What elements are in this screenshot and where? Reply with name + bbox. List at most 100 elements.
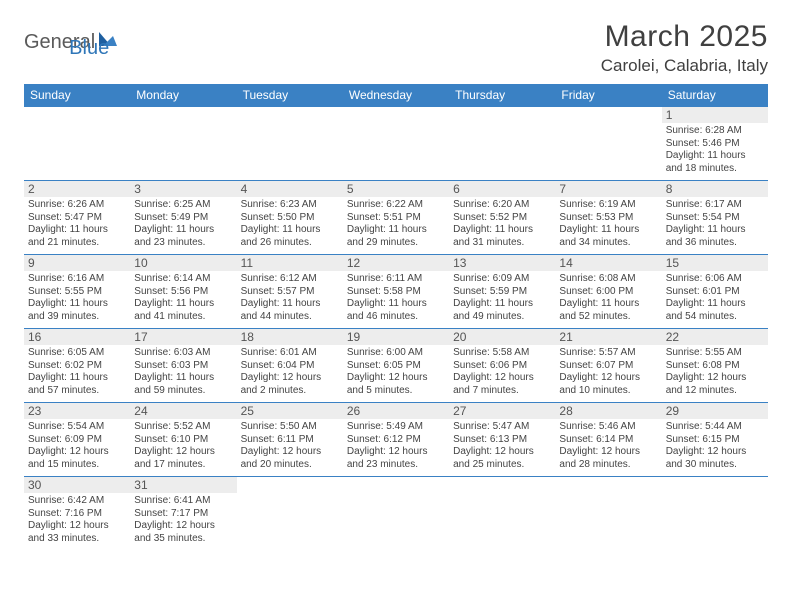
calendar-cell: 3Sunrise: 6:25 AMSunset: 5:49 PMDaylight… [130, 181, 236, 255]
calendar-cell: 16Sunrise: 6:05 AMSunset: 6:02 PMDayligh… [24, 329, 130, 403]
calendar-cell: 17 Sunrise: 6:03 AMSunset: 6:03 PMDayligh… [130, 329, 236, 403]
calendar-cell-empty [237, 477, 343, 551]
calendar-cell-empty [662, 477, 768, 551]
sunrise-text: Sunrise: 6:20 AM [453, 199, 551, 212]
daylight-text: Daylight: 11 hours and 21 minutes. [28, 224, 126, 249]
cell-details: Sunrise: 6:17 AMSunset: 5:54 PMDaylight:… [666, 199, 764, 249]
calendar-page: General Blue March 2025 Carolei, Calabri… [0, 0, 792, 571]
calendar-cell-empty [237, 107, 343, 181]
sunrise-text: Sunrise: 6:41 AM [134, 495, 232, 508]
daylight-text: Daylight: 11 hours and 54 minutes. [666, 298, 764, 323]
weekday-header: Saturday [662, 84, 768, 107]
sunset-text: Sunset: 6:01 PM [666, 286, 764, 299]
cell-details: Sunrise: 6:03 AMSunset: 6:03 PMDaylight:… [134, 347, 232, 397]
sunrise-text: Sunrise: 6:19 AM [559, 199, 657, 212]
daylight-text: Daylight: 11 hours and 34 minutes. [559, 224, 657, 249]
calendar-cell: 8 Sunrise: 6:17 AMSunset: 5:54 PMDaylight… [662, 181, 768, 255]
day-number: 31 [130, 477, 236, 493]
sunset-text: Sunset: 6:00 PM [559, 286, 657, 299]
month-title: March 2025 [601, 20, 768, 54]
cell-details: Sunrise: 5:54 AMSunset: 6:09 PMDaylight:… [28, 421, 126, 471]
cell-details: Sunrise: 5:58 AMSunset: 6:06 PMDaylight:… [453, 347, 551, 397]
day-number: 24 [130, 403, 236, 419]
cell-details: Sunrise: 6:01 AMSunset: 6:04 PMDaylight:… [241, 347, 339, 397]
calendar-cell: 2Sunrise: 6:26 AMSunset: 5:47 PMDaylight… [24, 181, 130, 255]
calendar-cell: 18 Sunrise: 6:01 AMSunset: 6:04 PMDayligh… [237, 329, 343, 403]
header: General Blue March 2025 Carolei, Calabri… [24, 20, 768, 76]
day-number: 25 [237, 403, 343, 419]
sunset-text: Sunset: 5:57 PM [241, 286, 339, 299]
calendar-body: 1Sunrise: 6:28 AMSunset: 5:46 PMDaylight… [24, 107, 768, 551]
cell-details: Sunrise: 6:06 AMSunset: 6:01 PMDaylight:… [666, 273, 764, 323]
sunrise-text: Sunrise: 5:46 AM [559, 421, 657, 434]
calendar-cell: 31Sunrise: 6:41 AMSunset: 7:17 PMDayligh… [130, 477, 236, 551]
sunrise-text: Sunrise: 5:58 AM [453, 347, 551, 360]
calendar-cell: 11Sunrise: 6:12 AMSunset: 5:57 PMDayligh… [237, 255, 343, 329]
sunset-text: Sunset: 6:10 PM [134, 434, 232, 447]
sunset-text: Sunset: 5:58 PM [347, 286, 445, 299]
sunset-text: Sunset: 5:46 PM [666, 138, 764, 151]
sunset-text: Sunset: 7:16 PM [28, 508, 126, 521]
calendar-cell: 21 Sunrise: 5:57 AMSunset: 6:07 PMDayligh… [555, 329, 661, 403]
sunset-text: Sunset: 6:04 PM [241, 360, 339, 373]
cell-details: Sunrise: 6:28 AMSunset: 5:46 PMDaylight:… [666, 125, 764, 175]
weekday-header: Friday [555, 84, 661, 107]
calendar-row: 2Sunrise: 6:26 AMSunset: 5:47 PMDaylight… [24, 181, 768, 255]
day-number: 27 [449, 403, 555, 419]
cell-details: Sunrise: 5:57 AMSunset: 6:07 PMDaylight:… [559, 347, 657, 397]
calendar-cell: 29Sunrise: 5:44 AMSunset: 6:15 PMDayligh… [662, 403, 768, 477]
daylight-text: Daylight: 12 hours and 20 minutes. [241, 446, 339, 471]
cell-details: Sunrise: 6:23 AMSunset: 5:50 PMDaylight:… [241, 199, 339, 249]
sunrise-text: Sunrise: 6:11 AM [347, 273, 445, 286]
daylight-text: Daylight: 11 hours and 46 minutes. [347, 298, 445, 323]
calendar-row: 16Sunrise: 6:05 AMSunset: 6:02 PMDayligh… [24, 329, 768, 403]
calendar-cell: 25Sunrise: 5:50 AMSunset: 6:11 PMDayligh… [237, 403, 343, 477]
cell-details: Sunrise: 6:19 AMSunset: 5:53 PMDaylight:… [559, 199, 657, 249]
daylight-text: Daylight: 11 hours and 36 minutes. [666, 224, 764, 249]
cell-details: Sunrise: 5:55 AMSunset: 6:08 PMDaylight:… [666, 347, 764, 397]
sunrise-text: Sunrise: 5:52 AM [134, 421, 232, 434]
sunrise-text: Sunrise: 6:00 AM [347, 347, 445, 360]
daylight-text: Daylight: 11 hours and 39 minutes. [28, 298, 126, 323]
sunset-text: Sunset: 5:51 PM [347, 212, 445, 225]
day-number: 13 [449, 255, 555, 271]
day-number: 21 [555, 329, 661, 345]
day-number: 20 [449, 329, 555, 345]
day-number: 28 [555, 403, 661, 419]
day-number: 8 [662, 181, 768, 197]
calendar-cell: 19Sunrise: 6:00 AMSunset: 6:05 PMDayligh… [343, 329, 449, 403]
calendar-cell: 5Sunrise: 6:22 AMSunset: 5:51 PMDaylight… [343, 181, 449, 255]
daylight-text: Daylight: 11 hours and 31 minutes. [453, 224, 551, 249]
daylight-text: Daylight: 11 hours and 44 minutes. [241, 298, 339, 323]
sunrise-text: Sunrise: 6:25 AM [134, 199, 232, 212]
calendar-cell: 10Sunrise: 6:14 AMSunset: 5:56 PMDayligh… [130, 255, 236, 329]
cell-details: Sunrise: 5:47 AMSunset: 6:13 PMDaylight:… [453, 421, 551, 471]
sunset-text: Sunset: 5:59 PM [453, 286, 551, 299]
daylight-text: Daylight: 11 hours and 59 minutes. [134, 372, 232, 397]
sunrise-text: Sunrise: 6:06 AM [666, 273, 764, 286]
calendar-row: 23Sunrise: 5:54 AMSunset: 6:09 PMDayligh… [24, 403, 768, 477]
daylight-text: Daylight: 12 hours and 7 minutes. [453, 372, 551, 397]
day-number: 18 [237, 329, 343, 345]
daylight-text: Daylight: 12 hours and 28 minutes. [559, 446, 657, 471]
calendar-cell: 1Sunrise: 6:28 AMSunset: 5:46 PMDaylight… [662, 107, 768, 181]
calendar-cell: 20 Sunrise: 5:58 AMSunset: 6:06 PMDayligh… [449, 329, 555, 403]
daylight-text: Daylight: 11 hours and 29 minutes. [347, 224, 445, 249]
cell-details: Sunrise: 6:20 AMSunset: 5:52 PMDaylight:… [453, 199, 551, 249]
daylight-text: Daylight: 12 hours and 10 minutes. [559, 372, 657, 397]
day-number: 17 [130, 329, 236, 345]
cell-details: Sunrise: 5:46 AMSunset: 6:14 PMDaylight:… [559, 421, 657, 471]
calendar-row: 9Sunrise: 6:16 AMSunset: 5:55 PMDaylight… [24, 255, 768, 329]
day-number: 29 [662, 403, 768, 419]
day-number: 6 [449, 181, 555, 197]
day-number: 15 [662, 255, 768, 271]
daylight-text: Daylight: 12 hours and 17 minutes. [134, 446, 232, 471]
sunrise-text: Sunrise: 6:26 AM [28, 199, 126, 212]
calendar-row: 1Sunrise: 6:28 AMSunset: 5:46 PMDaylight… [24, 107, 768, 181]
day-number: 26 [343, 403, 449, 419]
sunrise-text: Sunrise: 6:03 AM [134, 347, 232, 360]
daylight-text: Daylight: 11 hours and 26 minutes. [241, 224, 339, 249]
sunset-text: Sunset: 6:09 PM [28, 434, 126, 447]
cell-details: Sunrise: 6:22 AMSunset: 5:51 PMDaylight:… [347, 199, 445, 249]
calendar-cell-empty [24, 107, 130, 181]
